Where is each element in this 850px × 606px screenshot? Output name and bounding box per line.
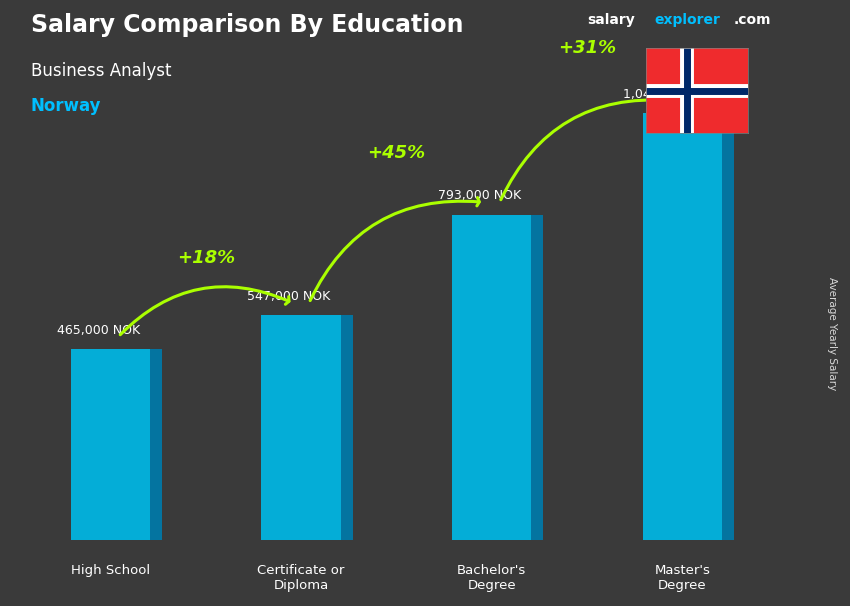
Polygon shape <box>722 113 734 540</box>
Text: .com: .com <box>734 13 772 27</box>
Polygon shape <box>531 215 543 540</box>
Text: explorer: explorer <box>654 13 721 27</box>
Text: Master's
Degree: Master's Degree <box>654 564 711 592</box>
Text: Bachelor's
Degree: Bachelor's Degree <box>457 564 526 592</box>
Polygon shape <box>150 349 162 540</box>
Text: Certificate or
Diploma: Certificate or Diploma <box>258 564 345 592</box>
Polygon shape <box>71 349 150 540</box>
Polygon shape <box>643 113 722 540</box>
Text: Norway: Norway <box>31 97 101 115</box>
Text: +45%: +45% <box>367 144 425 162</box>
Text: 465,000 NOK: 465,000 NOK <box>57 324 140 337</box>
Text: Business Analyst: Business Analyst <box>31 62 172 81</box>
Text: 1,040,000 NOK: 1,040,000 NOK <box>623 88 718 101</box>
Text: Average Yearly Salary: Average Yearly Salary <box>827 277 837 390</box>
Text: 547,000 NOK: 547,000 NOK <box>247 290 331 303</box>
Text: High School: High School <box>71 564 150 578</box>
Text: 793,000 NOK: 793,000 NOK <box>439 189 521 202</box>
Text: +18%: +18% <box>177 249 235 267</box>
Text: salary: salary <box>587 13 635 27</box>
Polygon shape <box>452 215 531 540</box>
Polygon shape <box>261 315 341 540</box>
Text: Salary Comparison By Education: Salary Comparison By Education <box>31 13 463 37</box>
Text: +31%: +31% <box>558 39 616 57</box>
Polygon shape <box>341 315 353 540</box>
